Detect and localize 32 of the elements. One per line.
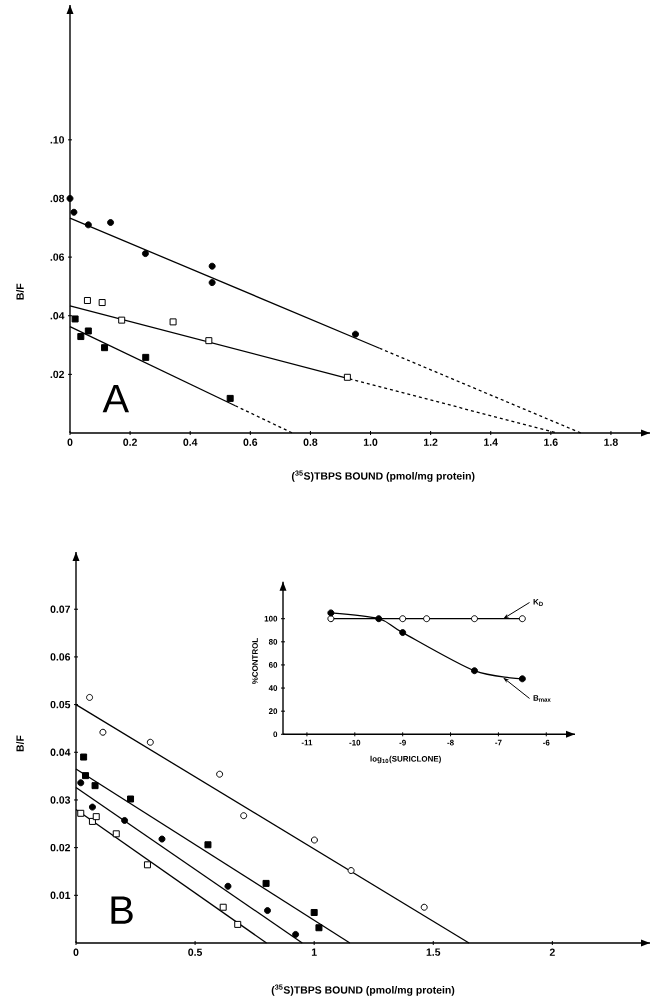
y-tick-label: .10 bbox=[50, 136, 65, 144]
x-tick-label: 0.6 bbox=[243, 438, 258, 446]
x-tick-label: 1.5 bbox=[426, 948, 441, 956]
annotation: B bbox=[111, 896, 133, 924]
y-tick-label: 0.01 bbox=[50, 891, 71, 900]
x-tick-label: 1.2 bbox=[424, 438, 438, 446]
x-tick-label: 1 bbox=[311, 948, 317, 956]
x-tick-label: 1.6 bbox=[544, 438, 558, 446]
y-tick-label: .06 bbox=[50, 253, 65, 261]
x-tick-label: 0.8 bbox=[303, 438, 318, 446]
y-tick-label: .04 bbox=[50, 312, 65, 320]
y-tick-label: 0.03 bbox=[50, 796, 71, 804]
y-tick-label: 0.02 bbox=[50, 843, 71, 852]
y-tick-label: .08 bbox=[50, 194, 65, 203]
x-tick-label: 1.8 bbox=[604, 438, 618, 446]
annotation: A bbox=[102, 384, 130, 413]
x-tick-label: 1.4 bbox=[484, 438, 498, 446]
y-tick-label: 0.04 bbox=[50, 748, 71, 756]
x-tick-label: 0.4 bbox=[183, 438, 198, 446]
y-tick-label: 0.05 bbox=[50, 700, 71, 709]
y-axis-title: B/F bbox=[16, 735, 24, 752]
x-axis-title: ($^{35}$S)TBPS BOUND (pmol/mg protein) bbox=[291, 470, 475, 482]
x-tick-label: 0.2 bbox=[123, 438, 137, 446]
x-tick-label: 2 bbox=[549, 948, 555, 956]
y-tick-label: .02 bbox=[50, 370, 65, 379]
x-axis-title: ($^{35}$S)TBPS BOUND (pmol/mg protein) bbox=[271, 984, 455, 996]
y-tick-label: 0.07 bbox=[50, 605, 71, 613]
x-tick-label: 1.0 bbox=[363, 438, 378, 446]
y-tick-label: 0.06 bbox=[50, 653, 71, 661]
y-axis-title: B/F bbox=[16, 283, 24, 300]
x-tick-label: 0.5 bbox=[188, 948, 203, 956]
x-tick-label: 0 bbox=[73, 948, 79, 956]
